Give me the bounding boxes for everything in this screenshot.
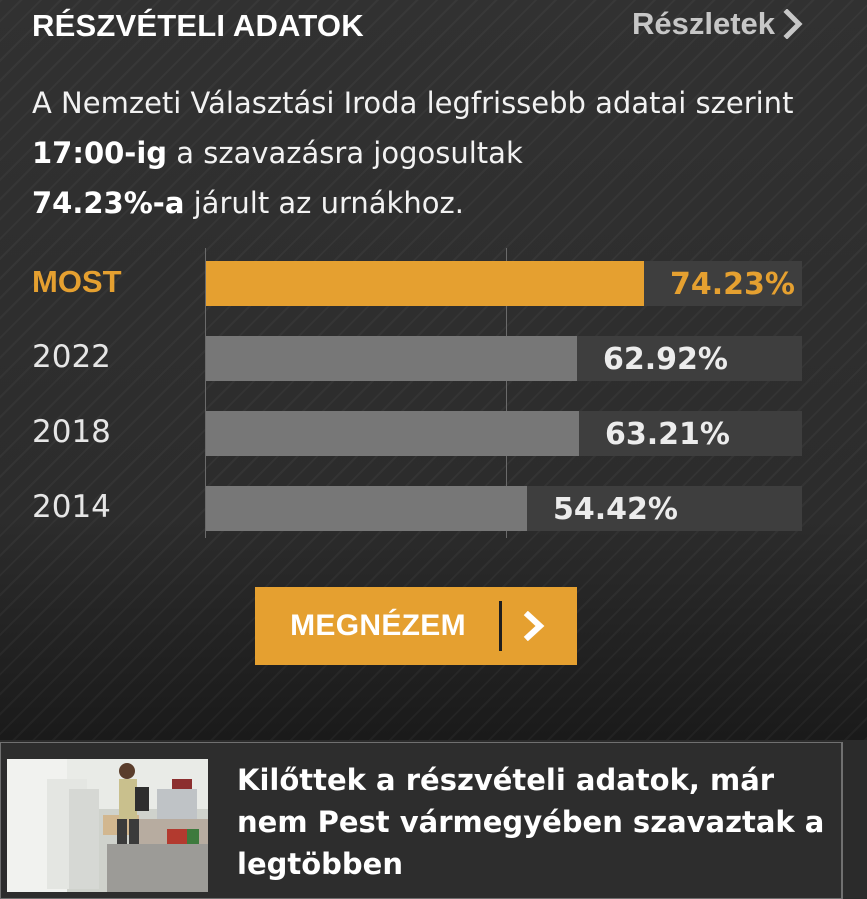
chart-bar: [206, 411, 579, 456]
chart-bar: [206, 486, 527, 531]
chart-bar-track: 62.92%: [206, 336, 802, 381]
news-headline: Kilőttek a részvételi adatok, már nem Pe…: [237, 763, 825, 881]
chart-value-label: 63.21%: [605, 417, 730, 452]
chart-bar-track: 54.42%: [206, 486, 802, 531]
related-news-card[interactable]: Kilőttek a részvételi adatok, már nem Pe…: [0, 742, 843, 899]
chart-bar-track: 63.21%: [206, 411, 802, 456]
chart-bar: [206, 261, 644, 306]
chevron-right-icon: [523, 611, 545, 641]
chart-category-label: 2014: [32, 489, 111, 525]
turnout-chart: MOST 74.23% 2022 62.92% 2018 63.21% 2014 54.42%: [0, 248, 867, 538]
turnout-summary: A Nemzeti Választási Iroda legfrissebb a…: [32, 78, 832, 228]
news-thumbnail: [7, 759, 208, 892]
chevron-right-icon: [783, 9, 803, 39]
chart-gridline: [506, 248, 507, 538]
summary-percent: 74.23%-a: [32, 186, 185, 220]
details-link[interactable]: Részletek: [632, 6, 803, 42]
polling-station-photo: [7, 759, 208, 892]
summary-text: A Nemzeti Választási Iroda legfrissebb a…: [32, 86, 794, 120]
view-button-label: MEGNÉZEM: [290, 609, 466, 642]
summary-text: járult az urnákhoz.: [184, 186, 464, 220]
chart-value-label: 62.92%: [603, 342, 728, 377]
view-button[interactable]: MEGNÉZEM: [255, 587, 577, 665]
chart-value-label: 54.42%: [553, 492, 678, 527]
details-link-label: Részletek: [631, 6, 775, 41]
chart-category-label: 2022: [32, 339, 111, 375]
summary-text: a szavazásra jogosultak: [167, 136, 523, 170]
chart-category-label: 2018: [32, 414, 111, 450]
button-divider: [499, 601, 502, 651]
chart-bar: [206, 336, 577, 381]
turnout-widget: RÉSZVÉTELI ADATOK Részletek A Nemzeti Vá…: [0, 0, 867, 740]
chart-bar-track: 74.23%: [206, 261, 802, 306]
summary-time: 17:00-ig: [32, 136, 168, 170]
chart-value-label: 74.23%: [670, 267, 795, 302]
chart-category-label: MOST: [32, 264, 122, 299]
chart-gridline: [205, 248, 206, 538]
widget-title: RÉSZVÉTELI ADATOK: [32, 8, 364, 43]
